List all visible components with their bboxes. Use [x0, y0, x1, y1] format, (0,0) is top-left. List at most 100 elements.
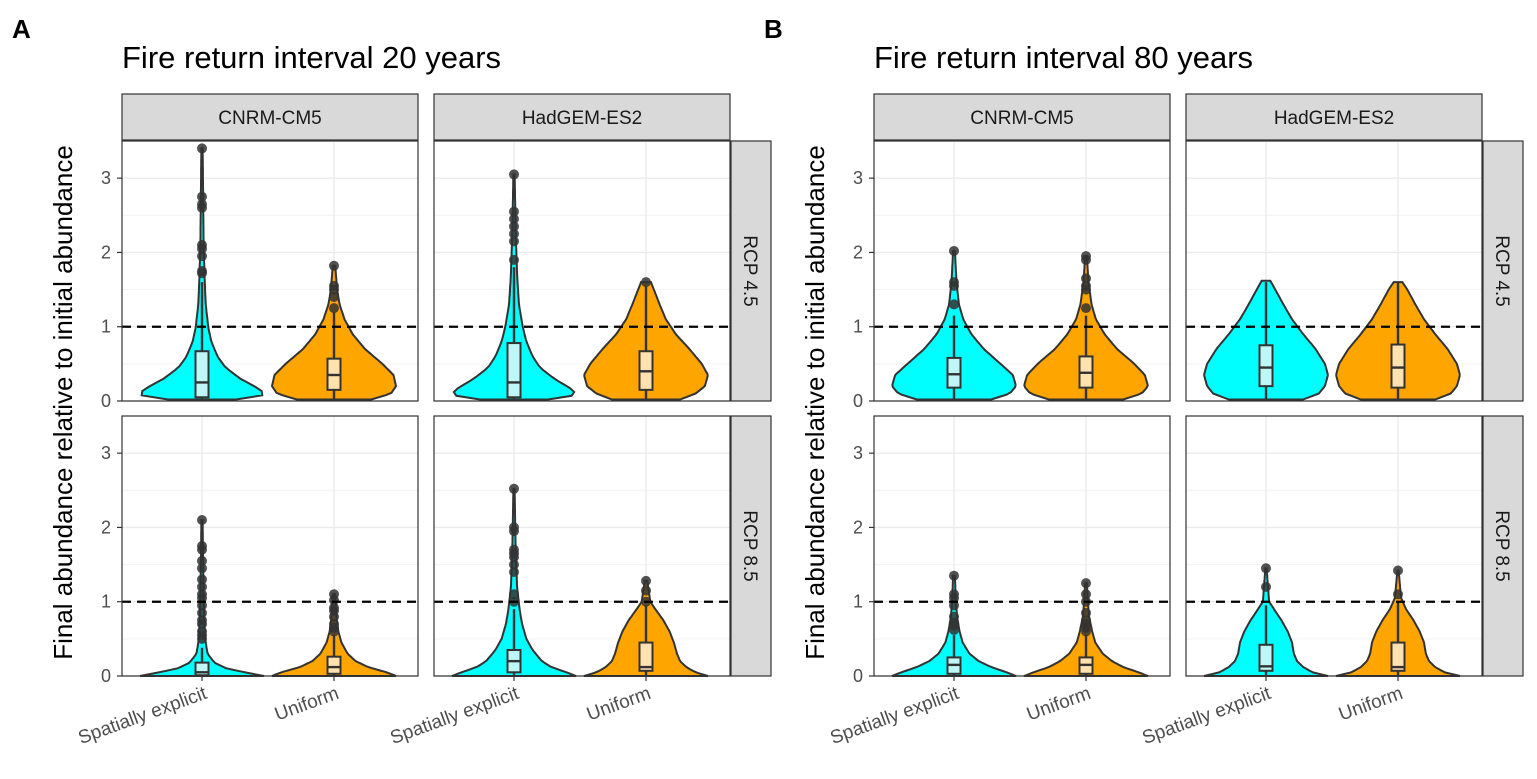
outlier-point	[329, 589, 339, 600]
violin-group	[1335, 281, 1461, 401]
outlier-point	[949, 600, 959, 611]
y-tick-label: 0	[101, 666, 111, 686]
strip-right-label: RCP 8.5	[739, 510, 760, 581]
strip-right-label: RCP 4.5	[1491, 235, 1512, 306]
facet-border	[873, 140, 1171, 402]
outlier-point	[1081, 303, 1091, 314]
outlier-point	[509, 221, 519, 232]
outlier-point	[1081, 607, 1091, 618]
outlier-point	[197, 555, 207, 566]
y-tick-label: 2	[101, 517, 111, 537]
strip-right	[1482, 415, 1524, 677]
violin-group	[1023, 578, 1149, 677]
violin-group	[452, 169, 576, 401]
violin-group	[270, 260, 398, 401]
outlier-point	[509, 559, 519, 570]
outlier-point	[329, 280, 339, 291]
violin-group	[271, 589, 397, 677]
violin-group	[451, 483, 577, 677]
strip-right	[730, 140, 772, 402]
outlier-point	[641, 575, 651, 586]
outlier-point	[949, 277, 959, 288]
outlier-point	[509, 254, 519, 265]
facet-background	[874, 416, 1170, 676]
facet	[1185, 415, 1483, 677]
panel-label: A	[12, 14, 31, 44]
outlier-point	[949, 245, 959, 256]
facet-background	[122, 416, 418, 676]
outlier-point	[1081, 273, 1091, 284]
y-tick-label: 3	[101, 168, 111, 188]
y-tick-label: 1	[853, 317, 863, 337]
y-tick-label: 2	[853, 517, 863, 537]
facet	[433, 415, 731, 677]
box	[1258, 344, 1274, 388]
outlier-point	[641, 585, 651, 596]
outlier-point	[1393, 589, 1403, 600]
violin-group	[891, 245, 1017, 401]
outlier-point	[641, 277, 651, 288]
outlier-point	[949, 589, 959, 600]
outlier-point	[197, 541, 207, 551]
outlier-point	[329, 303, 339, 314]
outlier-point	[197, 607, 207, 618]
y-tick-label: 3	[853, 168, 863, 188]
violin-group	[1203, 563, 1329, 677]
outlier-point	[949, 611, 959, 622]
box	[946, 356, 962, 389]
violin-group	[891, 570, 1017, 677]
outlier-point	[197, 515, 207, 525]
outlier-point	[1081, 280, 1091, 291]
facet	[121, 140, 419, 402]
box	[1390, 641, 1406, 672]
outlier-point	[509, 522, 519, 533]
outlier-point	[1393, 565, 1403, 576]
outlier-point	[197, 266, 207, 276]
facet-border	[121, 140, 419, 402]
facet	[1185, 140, 1483, 402]
y-axis-label: Final abundance relative to initial abun…	[800, 145, 830, 660]
y-tick-label: 1	[101, 317, 111, 337]
panel-b: B Fire return interval 80 years Final abun…	[764, 14, 1524, 749]
outlier-point	[197, 626, 207, 637]
outlier-point	[197, 563, 207, 574]
violin-group	[1335, 565, 1461, 677]
strip-top-label: CNRM-CM5	[970, 108, 1073, 129]
strip-top	[121, 93, 419, 141]
outlier-point	[1081, 251, 1091, 262]
outlier-point	[197, 589, 207, 600]
facet-border	[1185, 415, 1483, 677]
y-tick-label: 3	[101, 443, 111, 463]
y-axis-label: Final abundance relative to initial abun…	[48, 145, 78, 660]
outlier-point	[1081, 589, 1091, 600]
y-tick-label: 1	[853, 592, 863, 612]
outlier-point	[509, 206, 519, 217]
outlier-point	[949, 299, 959, 310]
facet-border	[433, 140, 731, 402]
outlier-point	[509, 228, 519, 239]
facet-background	[434, 416, 730, 676]
strip-top-label: HadGEM-ES2	[1274, 108, 1394, 129]
strip-right-label: RCP 4.5	[739, 235, 760, 306]
facet	[873, 415, 1171, 677]
outlier-point	[949, 570, 959, 581]
outlier-point	[197, 143, 207, 154]
strip-right-label: RCP 8.5	[1491, 510, 1512, 581]
facet	[121, 415, 419, 677]
outlier-point	[509, 169, 519, 180]
outlier-point	[197, 251, 207, 262]
strip-top-label: CNRM-CM5	[218, 108, 321, 129]
violin-group	[583, 575, 709, 677]
box	[1258, 643, 1274, 672]
outlier-point	[1081, 578, 1091, 589]
outlier-point	[509, 544, 519, 555]
outlier-point	[329, 292, 339, 302]
outlier-point	[197, 581, 207, 592]
facet-border	[433, 415, 731, 677]
violin-group	[1203, 279, 1329, 401]
outlier-point	[1261, 563, 1271, 574]
y-tick-label: 0	[853, 666, 863, 686]
outlier-point	[197, 600, 207, 611]
outlier-point	[329, 260, 339, 271]
outlier-point	[509, 567, 519, 577]
